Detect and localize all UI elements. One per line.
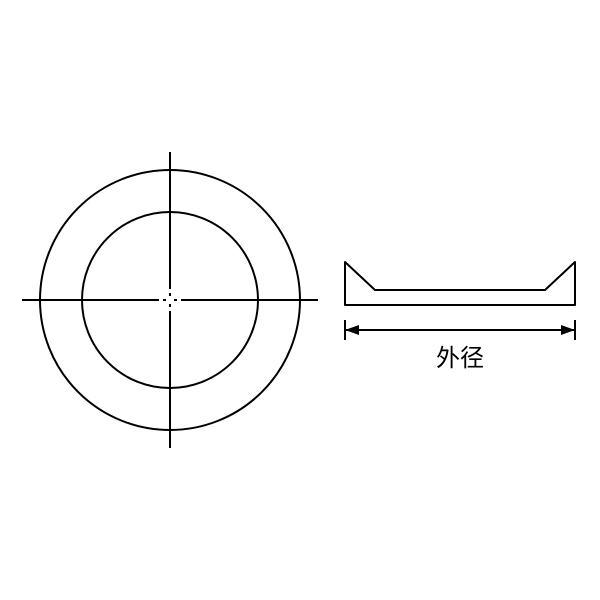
dim-arrow-right bbox=[561, 325, 575, 335]
side-profile bbox=[345, 262, 575, 305]
dim-label-outer-diameter: 外径 bbox=[436, 345, 484, 372]
dim-arrow-left bbox=[345, 325, 359, 335]
